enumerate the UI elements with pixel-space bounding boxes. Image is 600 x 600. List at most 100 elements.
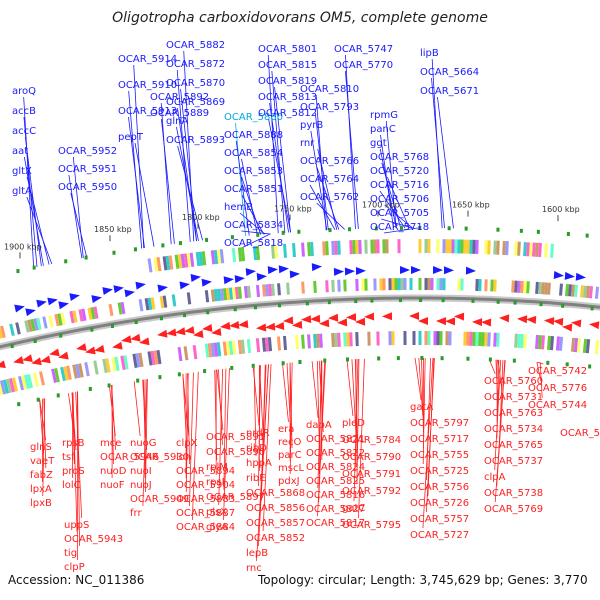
forward-gene-arrow	[564, 271, 575, 280]
marker-dot	[305, 301, 309, 306]
forward-cog-band-inner	[526, 281, 530, 294]
forward-cog-band-inner	[418, 277, 422, 291]
forward-cog-band	[349, 240, 353, 255]
reverse-gene-arrow-head	[310, 314, 321, 323]
reverse-cog-band	[403, 330, 407, 346]
reverse-cog-band	[51, 368, 57, 383]
gene-label: accB	[12, 106, 36, 117]
marker-dot	[398, 298, 402, 303]
gene-label: OCAR_5887	[176, 508, 235, 519]
gene-label: plsX	[206, 507, 227, 518]
forward-gene-arrow-head	[47, 297, 58, 306]
scale-label: 1850 kbp	[94, 225, 132, 234]
reverse-cog-band	[111, 357, 117, 372]
forward-gene-arrow	[113, 285, 124, 294]
reverse-gene-arrow	[22, 354, 33, 363]
reverse-cog-band	[496, 332, 500, 347]
forward-cog-band	[373, 239, 377, 254]
forward-gene-arrow-head	[124, 289, 135, 298]
reverse-gene-arrow-head	[184, 326, 195, 335]
forward-cog-band-inner	[42, 316, 48, 329]
reverse-cog-band	[183, 346, 189, 361]
forward-cog-band	[436, 239, 440, 254]
reverse-cog-band	[478, 332, 482, 347]
reverse-gene-arrow	[436, 317, 447, 326]
leader-line	[274, 86, 291, 233]
forward-cog-band-inner	[87, 307, 93, 320]
reverse-cog-band	[448, 331, 452, 346]
forward-cog-band	[180, 253, 186, 269]
reverse-cog-band	[11, 377, 19, 392]
reverse-cog-band	[0, 380, 4, 396]
reverse-cog-band	[72, 364, 78, 379]
gene-label: tig	[64, 548, 77, 559]
reverse-gene-arrow	[166, 328, 177, 337]
leader-line	[316, 166, 340, 230]
reverse-cog-band	[445, 331, 449, 346]
gene-label: nuoD	[100, 466, 127, 477]
reverse-gene-arrow	[238, 320, 249, 329]
reverse-gene-arrow-head	[49, 348, 60, 357]
marker-dot	[36, 397, 40, 402]
reverse-gene-arrow	[85, 346, 96, 355]
forward-gene-arrow	[201, 278, 212, 287]
forward-gene-arrow-head	[267, 266, 278, 275]
forward-gene-arrow	[256, 273, 267, 282]
gene-label: frr	[130, 508, 142, 519]
reverse-gene-arrow-head	[157, 329, 168, 338]
leader-line	[177, 107, 197, 242]
reverse-cog-band	[138, 352, 144, 367]
forward-gene-arrow	[47, 297, 58, 306]
forward-cog-band	[310, 241, 314, 257]
reverse-gene-arrow	[31, 357, 42, 366]
forward-cog-band-inner	[475, 278, 479, 292]
reverse-cog-band	[570, 337, 576, 352]
reverse-gene-arrow-head	[409, 311, 420, 320]
marker-dot	[513, 300, 517, 305]
gene-label: lolC	[62, 480, 81, 491]
forward-cog-band-inner	[520, 280, 524, 294]
reverse-cog-band	[337, 332, 341, 347]
leader-line	[128, 116, 145, 249]
forward-cog-band-inner	[430, 278, 434, 291]
reverse-gene-arrow-head	[418, 317, 429, 326]
reverse-gene-arrow-head	[202, 323, 213, 332]
gene-label: rpmG	[370, 110, 398, 121]
marker-dot	[177, 372, 181, 377]
forward-cog-band	[466, 239, 470, 254]
gene-label: OCAR_5762	[300, 192, 359, 203]
gene-label: OCAR_5744	[528, 400, 587, 411]
reverse-gene-arrow	[364, 312, 375, 321]
forward-gene-arrow-head	[432, 266, 443, 275]
reverse-cog-band	[114, 356, 120, 371]
forward-gene-arrow-head	[91, 295, 102, 304]
marker-dot	[133, 247, 137, 252]
forward-cog-band	[273, 244, 279, 259]
reverse-cog-band	[222, 341, 228, 356]
forward-cog-band-inner	[231, 287, 237, 300]
gene-label: OCAR_5737	[484, 456, 543, 467]
forward-gene-arrow	[267, 266, 278, 275]
reverse-cog-band	[5, 378, 13, 394]
gene-label: OCAR_5726	[410, 498, 469, 509]
reverse-cog-band	[427, 330, 431, 346]
gene-label: panC	[370, 124, 396, 135]
reverse-cog-band	[433, 331, 437, 346]
forward-cog-band	[183, 253, 189, 268]
gene-label: OCAR_5731	[484, 392, 543, 403]
reverse-gene-arrow	[184, 326, 195, 335]
reverse-cog-band	[523, 334, 527, 349]
forward-cog-band	[544, 243, 548, 258]
forward-cog-band	[376, 239, 380, 254]
accession-label: Accession: NC_011386	[8, 573, 145, 587]
marker-dot	[84, 255, 88, 260]
reverse-cog-band	[210, 342, 216, 358]
reverse-gene-arrow-head	[301, 315, 312, 324]
forward-cog-band-inner	[138, 299, 144, 312]
leader-line	[218, 368, 224, 506]
forward-cog-band	[255, 245, 261, 261]
leader-line	[223, 368, 230, 521]
gene-label: OCAR_5851	[224, 184, 283, 195]
leader-line	[317, 148, 338, 230]
reverse-gene-arrow	[76, 343, 87, 351]
